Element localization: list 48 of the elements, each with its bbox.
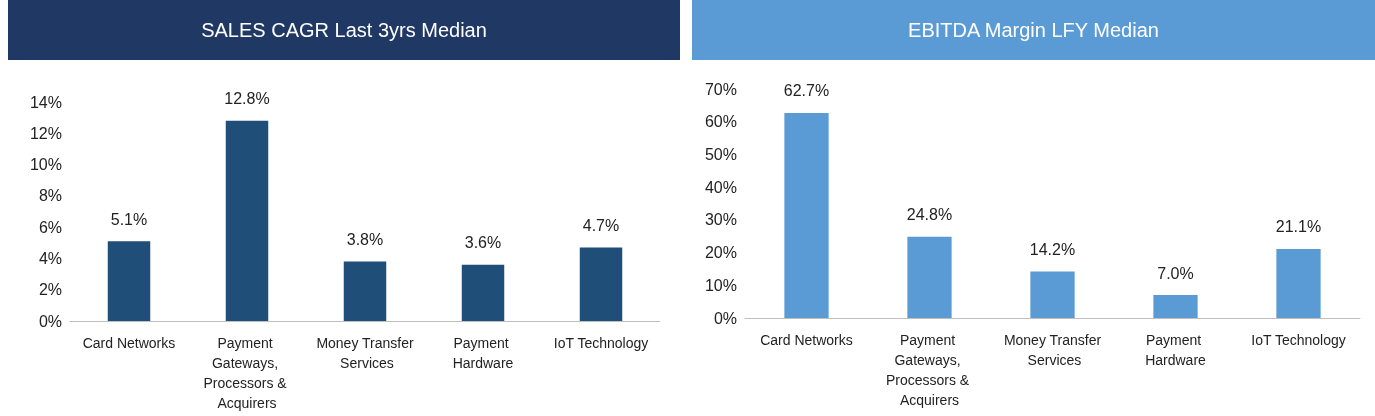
bar xyxy=(343,261,387,321)
bar xyxy=(1030,271,1075,318)
data-label: 3.8% xyxy=(346,231,384,249)
data-label: 7.0% xyxy=(1157,264,1194,282)
bar xyxy=(225,120,269,321)
bar xyxy=(107,241,151,321)
data-label: 14.2% xyxy=(1029,241,1076,259)
y-tick-label: 4% xyxy=(38,249,62,267)
y-tick-label: 60% xyxy=(704,113,737,131)
y-tick-label: 0% xyxy=(713,309,737,327)
data-label: 21.1% xyxy=(1275,218,1322,236)
x-tick-label: Card Networks xyxy=(760,332,853,348)
bar xyxy=(907,236,952,318)
y-tick-label: 70% xyxy=(704,80,737,98)
bar xyxy=(461,264,505,321)
y-tick-label: 50% xyxy=(704,145,737,163)
chart-title: SALES CAGR Last 3yrs Median xyxy=(8,0,680,60)
y-tick-label: 30% xyxy=(704,211,737,229)
x-tick-label: Payment Hardware xyxy=(1145,332,1207,368)
y-tick-label: 0% xyxy=(38,312,62,330)
x-tick-label: Card Networks xyxy=(82,335,176,351)
data-label: 5.1% xyxy=(110,210,148,228)
y-tick-label: 12% xyxy=(29,124,62,142)
data-label: 24.8% xyxy=(906,206,953,224)
x-tick-label: Payment Hardware xyxy=(452,335,514,371)
chart-title: EBITDA Margin LFY Median xyxy=(692,0,1375,60)
x-tick-label: Payment Gateways, Processors & Acquirers xyxy=(203,335,291,411)
y-tick-label: 14% xyxy=(29,93,62,111)
bar xyxy=(784,112,829,318)
bar xyxy=(1153,295,1198,318)
x-tick-label: IoT Technology xyxy=(1251,332,1346,348)
data-label: 4.7% xyxy=(582,216,620,234)
y-tick-label: 40% xyxy=(704,178,737,196)
x-tick-label: Money Transfer Services xyxy=(316,335,414,371)
y-tick-label: 8% xyxy=(38,187,62,205)
data-label: 3.6% xyxy=(464,234,502,252)
x-tick-label: Money Transfer Services xyxy=(1003,332,1102,368)
y-tick-label: 6% xyxy=(38,218,62,236)
data-label: 12.8% xyxy=(224,90,270,108)
y-tick-label: 20% xyxy=(704,244,737,262)
x-tick-label: Payment Gateways, Processors & Acquirers xyxy=(885,332,974,408)
y-tick-label: 10% xyxy=(704,276,737,294)
bar xyxy=(579,247,623,321)
data-label: 62.7% xyxy=(783,82,830,100)
y-tick-label: 10% xyxy=(29,156,62,174)
y-tick-label: 2% xyxy=(38,281,62,299)
bar xyxy=(1276,248,1321,318)
x-tick-label: IoT Technology xyxy=(553,335,649,351)
